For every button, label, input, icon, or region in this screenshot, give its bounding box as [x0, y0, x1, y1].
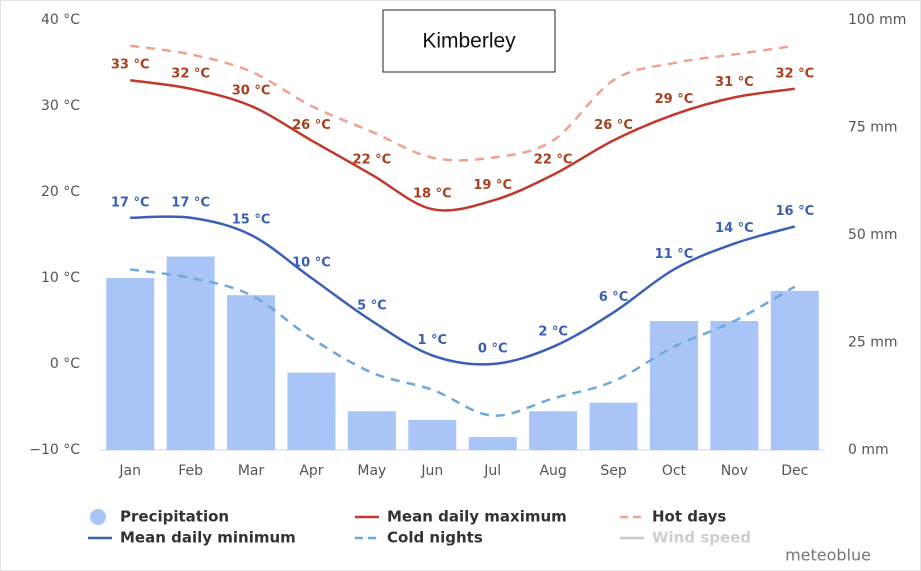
bar: [589, 402, 638, 450]
y-tick-label: −10 °C: [29, 442, 80, 458]
data-label: 26 °C: [292, 118, 331, 133]
x-tick-label: Jan: [118, 463, 141, 479]
x-tick-label: Oct: [662, 463, 687, 479]
bar: [408, 419, 457, 450]
data-label: 2 °C: [538, 324, 568, 339]
y2-tick-label: 25 mm: [848, 335, 898, 351]
data-label: 22 °C: [353, 152, 392, 167]
x-tick-label: Jun: [420, 463, 443, 479]
data-label: 14 °C: [715, 221, 754, 236]
legend-label: Mean daily minimum: [120, 529, 296, 547]
data-label: 33 °C: [111, 58, 150, 73]
y2-tick-label: 0 mm: [848, 442, 889, 458]
data-label: 30 °C: [232, 84, 271, 99]
data-label: 5 °C: [357, 299, 387, 314]
x-tick-label: Mar: [238, 463, 265, 479]
y-tick-label: 10 °C: [41, 270, 80, 286]
legend-label: Hot days: [652, 508, 726, 526]
y2-tick-label: 100 mm: [848, 12, 906, 28]
y2-tick-label: 75 mm: [848, 120, 898, 136]
legend-label: Cold nights: [387, 529, 483, 547]
x-tick-label: Aug: [539, 463, 566, 479]
bar: [166, 256, 215, 450]
x-tick-label: Nov: [721, 463, 748, 479]
x-tick-label: Apr: [299, 463, 323, 479]
bar: [106, 278, 155, 450]
data-label: 15 °C: [232, 213, 271, 228]
title-box: [382, 9, 556, 73]
bar: [710, 321, 759, 450]
line: [130, 215, 796, 366]
data-label: 16 °C: [775, 204, 814, 219]
data-label: 18 °C: [413, 187, 452, 202]
legend-symbol: [90, 509, 106, 525]
bar: [227, 295, 276, 450]
bar: [770, 290, 819, 450]
data-label: 32 °C: [171, 66, 210, 81]
data-label: 17 °C: [171, 195, 210, 210]
legend-label: Wind speed: [652, 529, 751, 547]
data-label: 1 °C: [417, 333, 447, 348]
x-tick-label: May: [357, 463, 386, 479]
y2-tick-label: 50 mm: [848, 227, 898, 243]
x-tick-label: Feb: [178, 463, 203, 479]
data-label: 32 °C: [775, 66, 814, 81]
x-tick-label: Sep: [600, 463, 627, 479]
bar: [287, 372, 336, 450]
legend-label: Mean daily maximum: [387, 508, 567, 526]
credit: meteoblue: [785, 546, 871, 565]
data-label: 0 °C: [478, 342, 508, 357]
data-label: 29 °C: [655, 92, 694, 107]
bar: [468, 437, 517, 450]
y-tick-label: 40 °C: [41, 12, 80, 28]
line: [130, 44, 795, 162]
y-tick-label: 30 °C: [41, 98, 80, 114]
data-label: 26 °C: [594, 118, 633, 133]
bar: [347, 411, 396, 450]
data-label: 6 °C: [599, 290, 629, 305]
data-label: 17 °C: [111, 195, 150, 210]
legend-label: Precipitation: [120, 508, 229, 526]
bar: [649, 321, 698, 450]
data-label: 22 °C: [534, 152, 573, 167]
chart-title: Kimberley: [422, 30, 516, 53]
data-label: 10 °C: [292, 256, 331, 271]
data-label: 31 °C: [715, 75, 754, 90]
line: [130, 78, 795, 212]
bar: [529, 411, 578, 450]
data-label: 11 °C: [655, 247, 694, 262]
line: [130, 268, 796, 417]
x-tick-label: Jul: [483, 463, 501, 479]
data-label: 19 °C: [473, 178, 512, 193]
y-tick-label: 0 °C: [50, 356, 80, 372]
x-tick-label: Dec: [781, 463, 808, 479]
y-tick-label: 20 °C: [41, 184, 80, 200]
